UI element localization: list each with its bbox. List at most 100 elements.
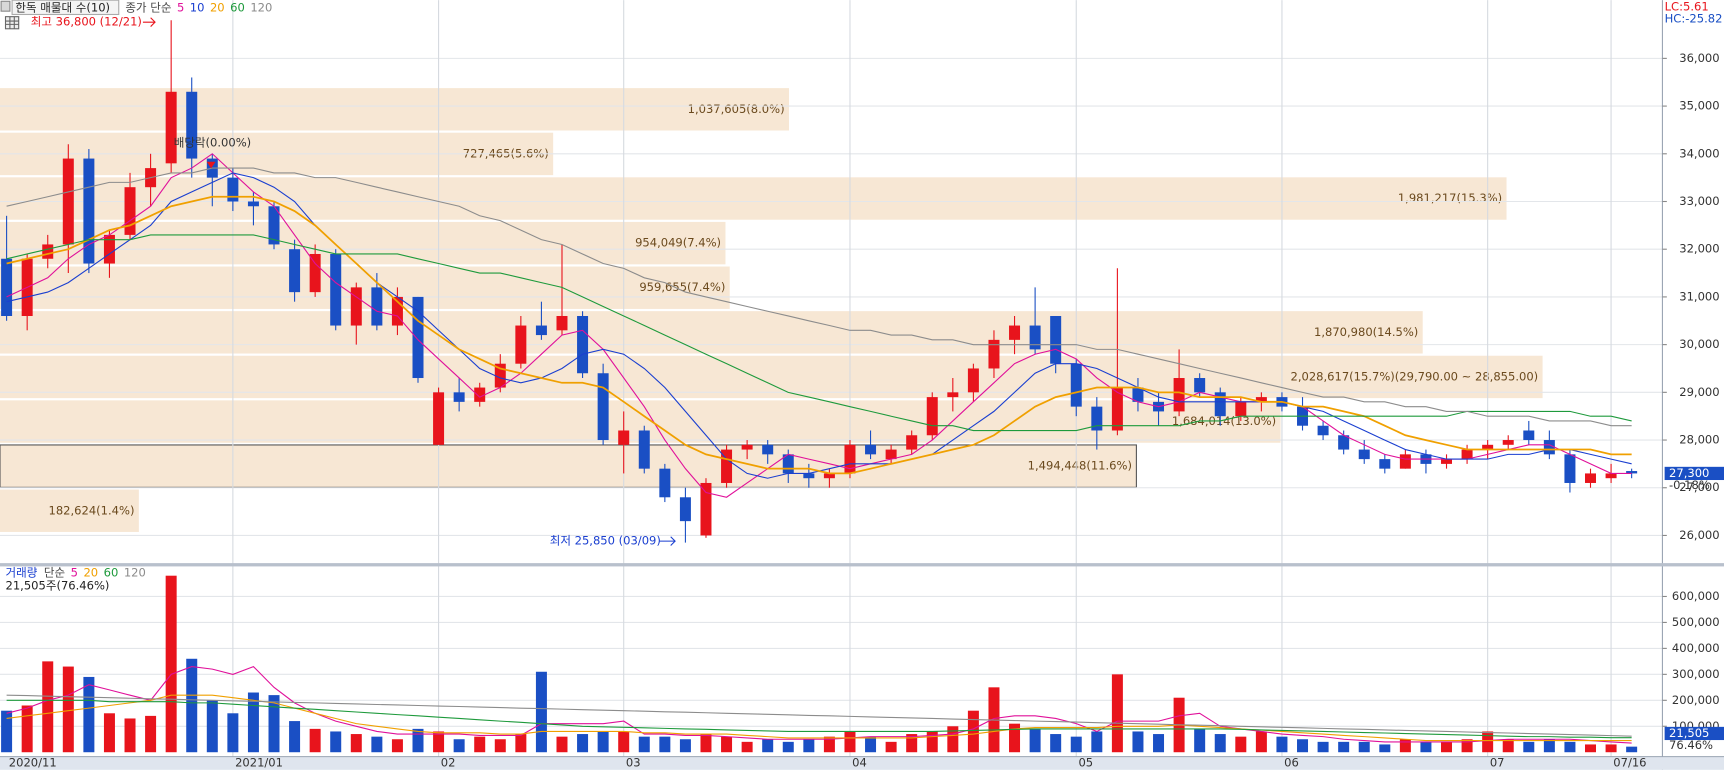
volume-bar: [515, 734, 527, 753]
volume-bar: [21, 705, 33, 753]
candle-body: [1214, 392, 1226, 417]
volume-bar: [1420, 741, 1432, 753]
volume-bar: [186, 658, 198, 753]
annotation-arrow: [659, 536, 676, 546]
profile-band: [0, 88, 790, 131]
volume-ma-line: [6, 694, 1632, 737]
volume-bar: [844, 731, 856, 753]
candle-body: [638, 430, 650, 469]
candle-body: [412, 296, 424, 379]
profile-label: 182,624(1.4%): [48, 503, 134, 517]
volume-bar: [577, 734, 589, 753]
volume-bar: [1338, 741, 1350, 753]
annotation-low: 최저 25,850 (03/09): [550, 534, 661, 548]
ma-line: [6, 195, 1632, 475]
candle-body: [268, 206, 280, 245]
volume-bar: [597, 731, 609, 753]
candle-body: [844, 444, 856, 474]
y-tick-label: 31,000: [1679, 289, 1719, 303]
x-tick-label: 02: [441, 756, 456, 770]
candle-body: [433, 392, 445, 445]
candle-body: [803, 473, 815, 479]
candle-body: [1585, 473, 1596, 483]
volume-bar: [62, 666, 74, 753]
volume-bar: [1276, 736, 1288, 753]
x-tick-label: 07: [1490, 756, 1505, 770]
candle-body: [391, 296, 403, 326]
volume-bar: [227, 713, 239, 753]
volume-bar: [1399, 739, 1411, 753]
volume-bar: [1111, 674, 1123, 753]
profile-label: 1,870,980(14.5%): [1314, 325, 1418, 339]
volume-bar: [762, 739, 774, 753]
candle-body: [494, 363, 506, 388]
volume-bar: [103, 713, 115, 753]
last-price-label: 27,300: [1669, 466, 1709, 480]
volume-bar: [803, 739, 815, 753]
candle-body: [535, 325, 547, 336]
legend-entry: 120: [124, 566, 146, 580]
table-icon: [4, 16, 20, 30]
volume-title: 거래량: [5, 566, 37, 580]
header-icon: [0, 0, 11, 12]
volume-bar: [659, 736, 671, 753]
y-tick-label: 34,000: [1679, 146, 1719, 160]
candle-body: [42, 244, 54, 259]
candle-body: [1543, 440, 1555, 455]
volume-bar: [1523, 741, 1535, 753]
volume-bar: [83, 676, 95, 753]
candle-body: [1132, 387, 1144, 402]
candle-body: [453, 392, 465, 402]
annotation-arrow: [142, 17, 156, 27]
candle-body: [823, 473, 835, 479]
volume-bar: [1543, 739, 1555, 753]
right-axis-bg: [1662, 0, 1724, 770]
title-box: [11, 0, 120, 16]
volume-bar: [1441, 741, 1453, 753]
volume-bar: [42, 661, 54, 753]
y-tick-label: 33,000: [1679, 194, 1719, 208]
volume-bar: [556, 736, 568, 753]
volume-bar: [330, 731, 342, 753]
candle-body: [1523, 430, 1535, 441]
volume-bar: [289, 721, 301, 753]
volume-bar: [1482, 731, 1494, 753]
volume-bar: [618, 731, 630, 753]
y-tick-label: 500,000: [1672, 615, 1720, 629]
legend-entry: 5: [177, 0, 184, 14]
volume-bar: [371, 736, 383, 753]
y-tick-label: 400,000: [1672, 641, 1720, 655]
volume-bar: [721, 736, 733, 753]
candle-body: [165, 91, 177, 164]
candle-body: [1605, 473, 1617, 479]
volume-bar: [474, 736, 486, 753]
volume-bar: [1050, 734, 1062, 753]
annotation-dividend: 배당락(0.00%): [174, 136, 251, 150]
x-axis-bg: [0, 756, 1724, 770]
volume-bar: [741, 741, 753, 753]
profile-band: [0, 311, 1423, 354]
profile-label: 1,037,605(8.0%): [688, 102, 785, 116]
volume-bar: [1009, 723, 1021, 753]
x-tick-label: 2020/11: [9, 756, 57, 770]
candle-body: [371, 287, 383, 326]
volume-bar: [391, 739, 403, 753]
volume-bar: [165, 575, 177, 753]
volume-bar: [1255, 731, 1267, 753]
candle-body: [330, 253, 342, 326]
candle-body: [247, 201, 259, 207]
candle-body: [1194, 378, 1206, 393]
profile-band: [0, 221, 726, 265]
volume-bar: [1091, 731, 1103, 753]
profile-band: [0, 489, 139, 532]
candle-body: [350, 287, 362, 326]
candle-body: [1482, 444, 1494, 450]
candle-body: [1502, 440, 1514, 445]
x-tick-label: 2021/01: [235, 756, 283, 770]
candle-body: [309, 253, 321, 293]
profile-label: 2,028,617(15.7%)(29,790.00 ~ 28,855.00): [1290, 369, 1538, 383]
profile-band: [0, 444, 1137, 488]
candle-body: [597, 373, 609, 441]
